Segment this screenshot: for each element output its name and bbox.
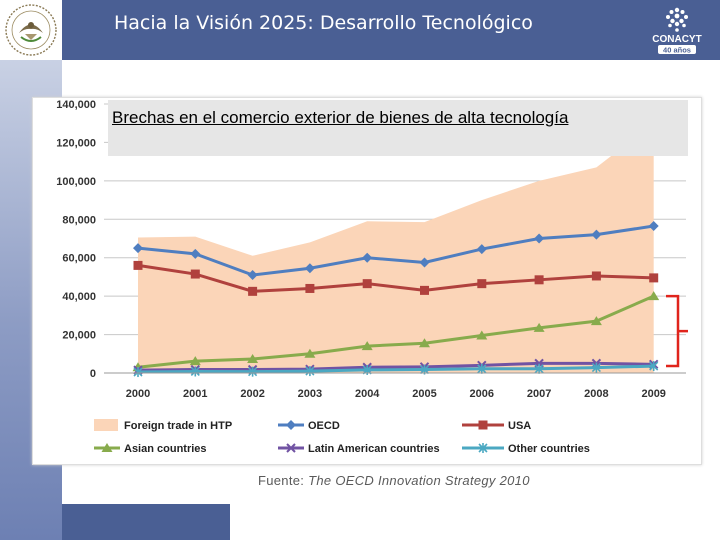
legend-asian-countries-label: Asian countries [124, 443, 207, 455]
y-tick-label: 140,000 [56, 99, 96, 111]
legend-usa-marker [478, 420, 488, 430]
legend-asian-countries-marker [101, 443, 113, 452]
legend-other-countries-label: Other countries [508, 443, 590, 455]
data-point-asian-countries [247, 353, 259, 363]
y-tick-label: 20,000 [62, 330, 96, 342]
data-point-other-countries [190, 366, 200, 377]
chart-title: Brechas en el comercio exterior de biene… [112, 108, 569, 127]
data-point-usa [133, 260, 143, 270]
data-point-other-countries [649, 361, 659, 372]
series-line-usa [137, 263, 654, 293]
x-tick-label: 2001 [183, 388, 207, 400]
series-line-asian-countries [137, 294, 655, 369]
data-point-asian-countries [590, 316, 602, 326]
data-point-other-countries [534, 363, 544, 374]
data-point-oecd [190, 248, 201, 259]
x-tick-label: 2002 [240, 388, 264, 400]
y-tick-label: 40,000 [62, 291, 96, 303]
legend-latin-american-countries-marker-stroke [286, 443, 296, 453]
data-point-usa [420, 285, 429, 295]
source-label: Fuente: [258, 473, 309, 488]
data-point-usa [248, 286, 258, 296]
data-point-usa [591, 271, 601, 281]
conacyt-years-text: 40 años [663, 46, 691, 55]
legend-other-countries-marker [478, 443, 488, 453]
data-point-asian-countries [648, 291, 660, 301]
legend-foreign-trade-in-htp-swatch [94, 419, 118, 431]
legend-usa-label: USA [508, 420, 531, 432]
data-point-oecd [419, 257, 430, 268]
data-point-oecd [362, 252, 373, 263]
data-point-oecd [133, 243, 143, 254]
data-point-other-countries [305, 366, 315, 377]
y-tick-label: 120,000 [56, 137, 96, 149]
data-point-asian-countries [476, 330, 488, 340]
data-point-asian-countries [361, 341, 373, 351]
data-point-asian-countries [189, 356, 201, 366]
area-foreign-trade-in-htp [138, 123, 654, 373]
conacyt-logo: CONACYT 40 años [648, 4, 706, 56]
chart-title-box [108, 100, 688, 156]
data-point-usa [534, 275, 544, 285]
header-bar [0, 0, 720, 60]
legend-oecd-label: OECD [308, 420, 340, 432]
mexico-coat-of-arms-icon [0, 0, 62, 60]
data-point-oecd [247, 270, 258, 281]
data-point-usa [477, 279, 487, 289]
x-tick-label: 2005 [412, 388, 436, 400]
legend-latin-american-countries-label: Latin American countries [308, 443, 440, 455]
data-point-other-countries [591, 362, 601, 373]
y-tick-label: 0 [90, 368, 96, 380]
data-point-asian-countries [419, 338, 430, 348]
x-tick-label: 2007 [527, 388, 551, 400]
legend-latin-american-countries-marker [286, 443, 296, 453]
data-point-oecd [476, 244, 487, 255]
header-bar-dark [62, 0, 720, 60]
gap-bracket [666, 294, 688, 368]
data-point-asian-countries [304, 348, 316, 358]
data-point-usa [190, 269, 200, 279]
bottom-decorative-strip [62, 504, 230, 540]
x-tick-label: 2006 [470, 388, 494, 400]
page-title: Hacia la Visión 2025: Desarrollo Tecnoló… [114, 12, 533, 34]
legend-foreign-trade-in-htp-label: Foreign trade in HTP [124, 420, 232, 432]
y-tick-label: 80,000 [62, 214, 96, 226]
data-point-oecd [534, 233, 545, 244]
data-point-usa [649, 273, 659, 283]
x-tick-label: 2004 [355, 388, 380, 400]
series-line-other-countries [137, 364, 654, 374]
data-point-asian-countries [533, 322, 545, 332]
x-tick-label: 2008 [584, 388, 608, 400]
source-text: The OECD Innovation Strategy 2010 [308, 473, 530, 488]
data-point-oecd [648, 221, 659, 232]
legend-oecd-marker [286, 420, 296, 430]
data-point-other-countries [133, 367, 143, 378]
y-tick-label: 60,000 [62, 253, 96, 265]
data-point-oecd [591, 229, 602, 240]
data-point-other-countries [248, 366, 258, 377]
data-point-oecd [304, 263, 315, 274]
series-line-latin-american-countries [137, 361, 654, 372]
x-tick-label: 2009 [641, 388, 665, 400]
conacyt-logo-text: CONACYT [652, 34, 701, 45]
series-line-oecd [137, 224, 654, 277]
y-tick-label: 100,000 [56, 176, 96, 188]
data-point-usa [362, 279, 372, 289]
data-point-usa [305, 283, 315, 293]
source-note: Fuente: The OECD Innovation Strategy 201… [258, 473, 530, 488]
x-tick-label: 2003 [298, 388, 322, 400]
data-point-other-countries [477, 363, 487, 374]
x-tick-label: 2000 [126, 388, 150, 400]
